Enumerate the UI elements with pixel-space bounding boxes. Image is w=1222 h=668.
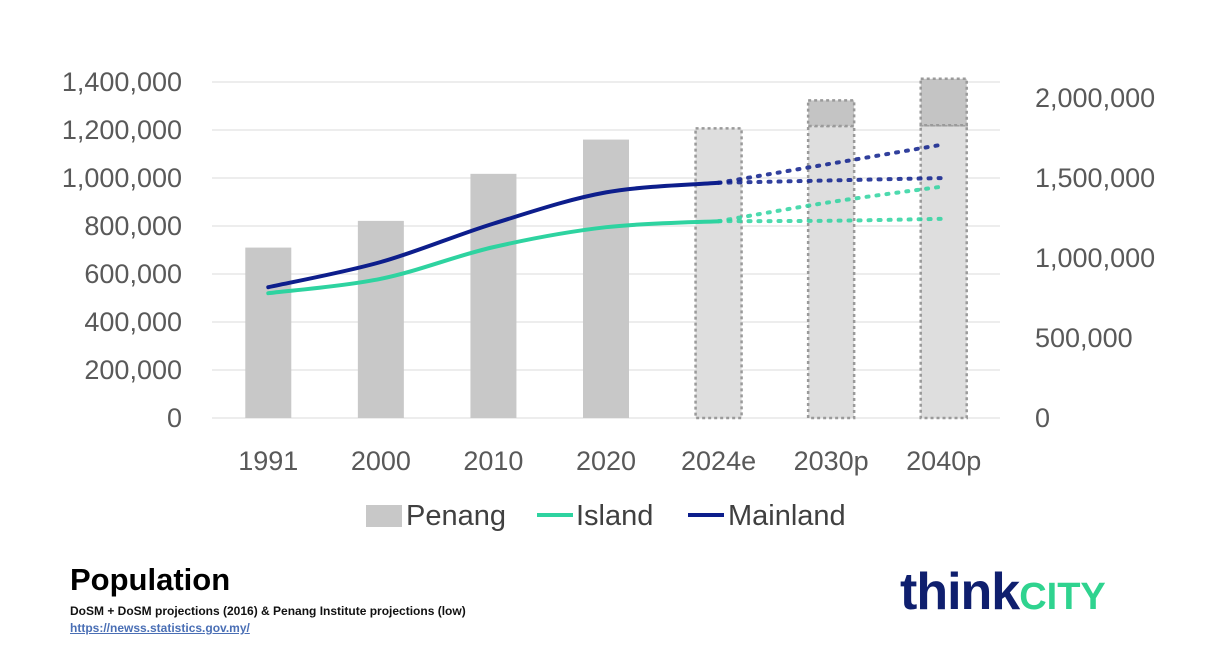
left-tick-label: 200,000	[84, 355, 182, 385]
left-tick-label: 800,000	[84, 211, 182, 241]
logo-city-text: CITY	[1019, 576, 1106, 618]
bar-penang	[470, 173, 517, 418]
line-mainland-projection-high	[716, 142, 946, 185]
bar-penang-projected	[919, 123, 968, 420]
left-axis-ticks: 0 200,000 400,000 600,000 800,000 1,000,000 1,…	[62, 67, 182, 433]
line-mainland	[266, 180, 721, 290]
left-tick-label: 0	[167, 403, 182, 433]
thinkcity-logo: thinkCITY	[900, 562, 1106, 622]
line-mainland-projection-low	[716, 176, 946, 185]
right-tick-label: 1,500,000	[1035, 163, 1155, 193]
x-tick-label: 2000	[351, 446, 411, 476]
logo-think-text: think	[900, 563, 1020, 621]
legend-swatch-penang	[366, 505, 402, 527]
bar-penang-projected-upper	[919, 77, 968, 127]
bar-penang	[357, 220, 404, 418]
line-series	[266, 142, 946, 296]
bar-penang	[583, 139, 629, 418]
left-tick-label: 1,400,000	[62, 67, 182, 97]
legend: Penang Island Mainland	[366, 500, 846, 532]
bars-penang	[245, 77, 968, 420]
line-island	[266, 219, 721, 296]
source-note: DoSM + DoSM projections (2016) & Penang …	[70, 604, 466, 618]
left-tick-label: 600,000	[84, 259, 182, 289]
right-tick-label: 0	[1035, 403, 1050, 433]
bar-penang-projected	[694, 127, 743, 420]
x-tick-label: 2010	[463, 446, 523, 476]
bar-penang-projected	[806, 124, 856, 420]
right-tick-label: 500,000	[1035, 323, 1133, 353]
x-tick-label: 2030p	[794, 446, 869, 476]
line-island-projection-low	[716, 216, 946, 224]
right-tick-label: 1,000,000	[1035, 243, 1155, 273]
left-tick-label: 400,000	[84, 307, 182, 337]
x-tick-label: 2020	[576, 446, 636, 476]
population-chart: 0 200,000 400,000 600,000 800,000 1,000,000 1,…	[62, 67, 1155, 532]
x-tick-label: 2040p	[906, 446, 981, 476]
source-link[interactable]: https://newss.statistics.gov.my/	[70, 621, 250, 635]
x-tick-label: 2024e	[681, 446, 756, 476]
right-tick-label: 2,000,000	[1035, 83, 1155, 113]
line-island-projection-high	[716, 184, 946, 224]
footer: Population DoSM + DoSM projections (2016…	[70, 560, 466, 635]
right-axis-ticks: 0 500,000 1,000,000 1,500,000 2,000,000	[1035, 83, 1155, 433]
bar-penang-projected-upper	[806, 99, 856, 128]
legend-label-mainland: Mainland	[728, 500, 846, 532]
left-tick-label: 1,000,000	[62, 163, 182, 193]
x-tick-label: 1991	[238, 446, 298, 476]
left-tick-label: 1,200,000	[62, 115, 182, 145]
bar-penang	[245, 247, 292, 418]
chart-caption-title: Population	[70, 562, 231, 597]
legend-label-island: Island	[576, 500, 653, 532]
x-axis-ticks: 1991 2000 2010 2020 2024e 2030p 2040p	[238, 446, 981, 476]
legend-label-penang: Penang	[406, 500, 506, 532]
